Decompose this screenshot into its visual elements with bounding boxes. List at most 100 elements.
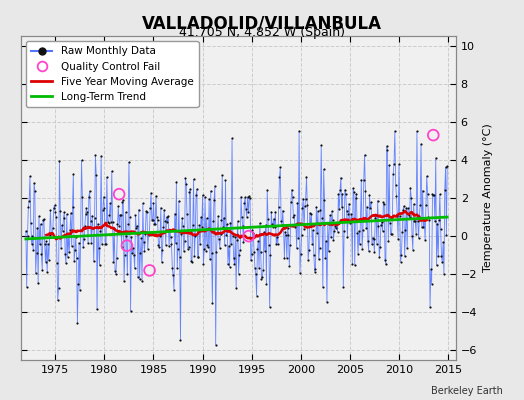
Point <box>100 194 108 200</box>
Point <box>342 191 350 197</box>
Point <box>395 161 403 168</box>
Point <box>298 232 306 238</box>
Point <box>329 237 337 243</box>
Point <box>418 224 426 230</box>
Point <box>223 221 231 227</box>
Point <box>339 284 347 290</box>
Point <box>239 239 248 245</box>
Point <box>432 155 440 161</box>
Point <box>199 261 208 268</box>
Point <box>262 281 270 288</box>
Point <box>78 157 86 164</box>
Point <box>259 267 267 274</box>
Point <box>266 304 274 310</box>
Point <box>36 241 44 248</box>
Point <box>245 193 254 200</box>
Point <box>240 200 248 206</box>
Point <box>409 201 418 207</box>
Point <box>60 209 69 215</box>
Point <box>265 242 273 248</box>
Point <box>352 195 360 202</box>
Point <box>73 320 82 326</box>
Point <box>93 306 101 313</box>
Point <box>419 187 427 194</box>
Point <box>300 226 308 232</box>
Point <box>443 163 451 170</box>
Point <box>102 240 110 247</box>
Point <box>317 142 325 148</box>
Point <box>129 252 138 258</box>
Point <box>202 215 211 222</box>
Point <box>373 240 381 247</box>
Point <box>81 211 90 218</box>
Point <box>192 192 200 199</box>
Point <box>181 175 190 181</box>
Point <box>346 220 354 226</box>
Point <box>285 232 293 238</box>
Point <box>396 212 404 219</box>
Point <box>155 244 163 250</box>
Point <box>277 218 286 224</box>
Point <box>318 214 326 221</box>
Point <box>314 256 323 262</box>
Point <box>353 230 362 236</box>
Point <box>430 192 438 198</box>
Point <box>120 278 128 284</box>
Point <box>148 217 157 224</box>
Point <box>109 259 117 266</box>
Point <box>337 204 346 210</box>
Point <box>118 199 127 205</box>
Point <box>292 221 300 227</box>
Point <box>289 214 298 220</box>
Point <box>245 233 253 239</box>
Point <box>280 255 289 261</box>
Point <box>442 232 451 238</box>
Point <box>270 224 279 230</box>
Point <box>205 196 213 202</box>
Point <box>258 274 267 280</box>
Point <box>21 228 30 234</box>
Point <box>188 259 196 265</box>
Point <box>264 216 272 222</box>
Point <box>139 200 147 207</box>
Point <box>42 238 50 245</box>
Point <box>170 286 178 293</box>
Point <box>299 195 308 202</box>
Point <box>95 262 104 269</box>
Point <box>59 215 68 221</box>
Point <box>46 207 54 214</box>
Point <box>215 236 223 242</box>
Point <box>146 204 155 211</box>
Point <box>68 243 76 249</box>
Point <box>212 342 220 348</box>
Point <box>161 218 169 224</box>
Point <box>40 241 49 248</box>
Point <box>327 234 335 240</box>
Point <box>124 221 133 228</box>
Point <box>113 255 121 262</box>
Point <box>290 212 298 218</box>
Point <box>71 247 79 253</box>
Point <box>115 223 123 229</box>
Point <box>75 286 84 293</box>
Point <box>213 230 222 236</box>
Point <box>406 184 414 191</box>
Y-axis label: Temperature Anomaly (°C): Temperature Anomaly (°C) <box>483 124 493 272</box>
Point <box>347 211 356 217</box>
Point <box>169 272 177 278</box>
Point <box>35 213 43 219</box>
Point <box>59 228 67 234</box>
Point <box>139 239 148 245</box>
Point <box>260 229 268 235</box>
Point <box>269 216 278 222</box>
Point <box>362 225 370 231</box>
Point <box>227 241 235 247</box>
Point <box>94 221 102 227</box>
Point <box>190 253 199 260</box>
Point <box>361 188 369 194</box>
Point <box>390 161 398 167</box>
Point <box>409 246 417 253</box>
Point <box>365 248 373 254</box>
Point <box>119 197 127 203</box>
Point <box>323 299 331 305</box>
